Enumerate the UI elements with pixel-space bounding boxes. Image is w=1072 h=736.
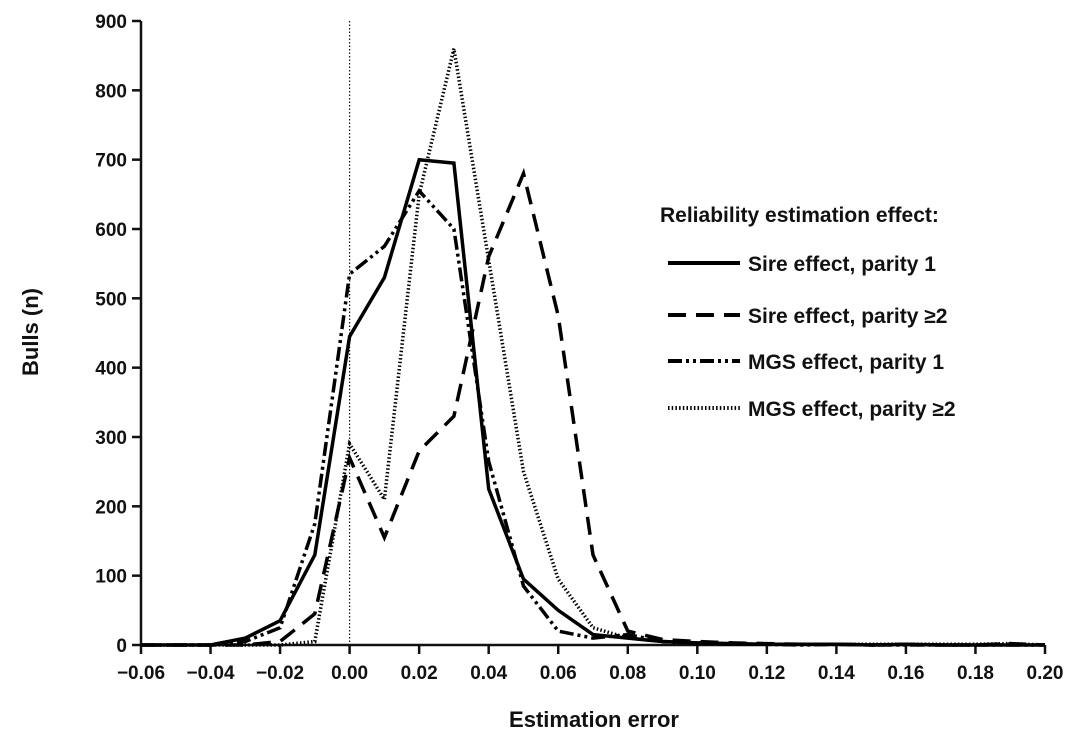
- x-tick-label: −0.06: [117, 663, 165, 684]
- y-tick-label: 900: [95, 12, 127, 33]
- y-tick-label: 0: [116, 636, 127, 657]
- y-tick-label: 400: [95, 359, 127, 380]
- x-axis-title: Estimation error: [509, 707, 679, 732]
- legend-label-1: Sire effect, parity 1: [748, 253, 936, 276]
- x-tick-label: −0.02: [256, 663, 304, 684]
- y-tick-label: 100: [95, 567, 127, 588]
- axes: 0 100 200 300 400 500 600 700 800 900 −0.06 −0.04 −0…: [95, 12, 1063, 684]
- x-tick-label: 0.02: [401, 663, 438, 684]
- series-line-2: [141, 167, 1046, 647]
- x-tick-label: 0.08: [609, 663, 646, 684]
- x-tick-label: 0.16: [887, 663, 924, 684]
- x-tick-label: 0.14: [818, 663, 855, 684]
- y-tick-label: 600: [95, 220, 127, 241]
- x-tick-label: 0.00: [331, 663, 368, 684]
- series-line-1: [141, 157, 1045, 647]
- x-tick-label: 0.12: [748, 663, 785, 684]
- y-tick-label: 200: [95, 497, 127, 518]
- y-tick-label: 500: [95, 289, 127, 310]
- legend-label-3: MGS effect, parity 1: [748, 351, 944, 374]
- legend-title: Reliability estimation effect:: [660, 204, 939, 227]
- x-tick-label: 0.20: [1027, 663, 1064, 684]
- y-tick-label: 300: [95, 428, 127, 449]
- y-tick-label: 700: [95, 151, 127, 172]
- y-tick-label: 800: [95, 81, 127, 102]
- y-axis-title: Bulls (n): [18, 288, 43, 376]
- x-tick-label: 0.18: [957, 663, 994, 684]
- x-tick-label: 0.10: [679, 663, 716, 684]
- series-line-3: [141, 188, 1045, 647]
- legend: Reliability estimation effect: Sire effe…: [660, 204, 956, 421]
- x-tick-label: 0.04: [470, 663, 507, 684]
- legend-label-4: MGS effect, parity ≥2: [748, 398, 956, 421]
- x-tick-label: 0.06: [540, 663, 577, 684]
- x-tick-label: −0.04: [186, 663, 235, 684]
- plot-lines: [141, 48, 1046, 647]
- legend-label-2: Sire effect, parity ≥2: [748, 305, 947, 328]
